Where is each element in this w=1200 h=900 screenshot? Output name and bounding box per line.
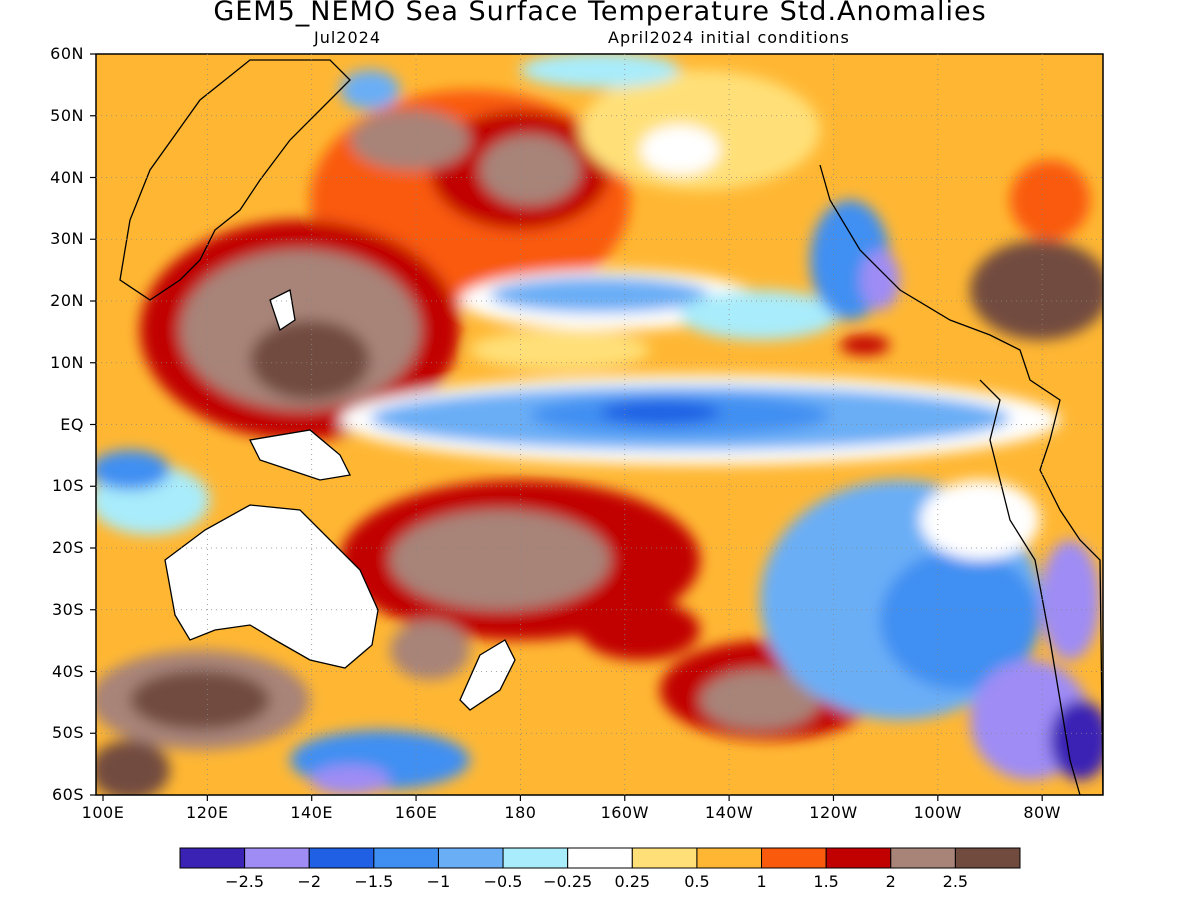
colorbar-swatch — [437, 847, 504, 869]
colorbar-swatch — [373, 847, 439, 869]
colorbar-label: 1.5 — [813, 872, 839, 891]
forecast-month: Jul2024 — [314, 28, 382, 47]
initial-conditions: April2024 initial conditions — [608, 28, 850, 47]
colorbar-label: −1 — [426, 872, 451, 891]
coastlines — [119, 59, 1103, 795]
lat-label: 40N — [50, 167, 84, 187]
colorbar-label: 2.5 — [942, 872, 969, 891]
colorbar-swatch — [954, 847, 1021, 869]
lat-label: 30S — [51, 599, 84, 619]
colorbar-label: −1.5 — [354, 872, 394, 891]
map-title: GEM5_NEMO Sea Surface Temperature Std.An… — [213, 0, 987, 27]
lon-label: 100E — [81, 803, 125, 822]
colorbar-label: −0.5 — [483, 872, 523, 891]
colorbar-swatch — [244, 847, 310, 869]
colorbar-swatch — [890, 847, 956, 869]
colorbar-swatch — [308, 847, 375, 869]
axis-ticks — [90, 53, 1043, 801]
colorbar-label: −0.25 — [543, 872, 593, 891]
lon-label: 160E — [394, 803, 438, 822]
lat-label: 10S — [51, 476, 84, 496]
lon-label: 140E — [290, 803, 334, 822]
anomaly-field — [96, 54, 1103, 795]
lon-label: 120E — [186, 803, 229, 822]
colorbar-label: 1 — [756, 872, 767, 891]
colorbar-label: 0.25 — [614, 872, 651, 891]
lon-label: 160W — [600, 803, 649, 822]
colorbar-swatch — [696, 847, 763, 869]
lon-label: 180 — [504, 803, 537, 822]
graticule — [96, 54, 1103, 795]
lat-label: 20S — [51, 538, 84, 557]
lat-label: 60N — [50, 44, 84, 63]
lat-label: 50S — [51, 723, 84, 743]
colorbar-label: −2 — [297, 872, 322, 891]
lat-label: 40S — [51, 661, 84, 681]
lat-label: 30N — [50, 229, 84, 249]
lat-label: 50N — [50, 105, 84, 125]
lat-label: 10N — [50, 352, 84, 372]
colorbar — [179, 847, 1021, 869]
colorbar-label: 2 — [885, 872, 896, 891]
colorbar-label: −2.5 — [225, 872, 265, 891]
colorbar-swatch — [825, 847, 892, 869]
colorbar-swatch — [179, 847, 246, 869]
colorbar-swatch — [502, 847, 569, 869]
lat-label: EQ — [60, 414, 84, 434]
colorbar-swatch — [631, 847, 698, 869]
lon-label: 140W — [704, 803, 754, 822]
lat-label: 20N — [50, 291, 84, 310]
lat-label: 60S — [51, 785, 84, 804]
colorbar-label: 0.5 — [684, 872, 710, 891]
colorbar-swatch — [761, 847, 827, 869]
lon-label: 80W — [1023, 803, 1061, 822]
colorbar-swatch — [567, 847, 633, 869]
lon-label: 120W — [809, 803, 858, 822]
lon-label: 100W — [913, 803, 962, 822]
